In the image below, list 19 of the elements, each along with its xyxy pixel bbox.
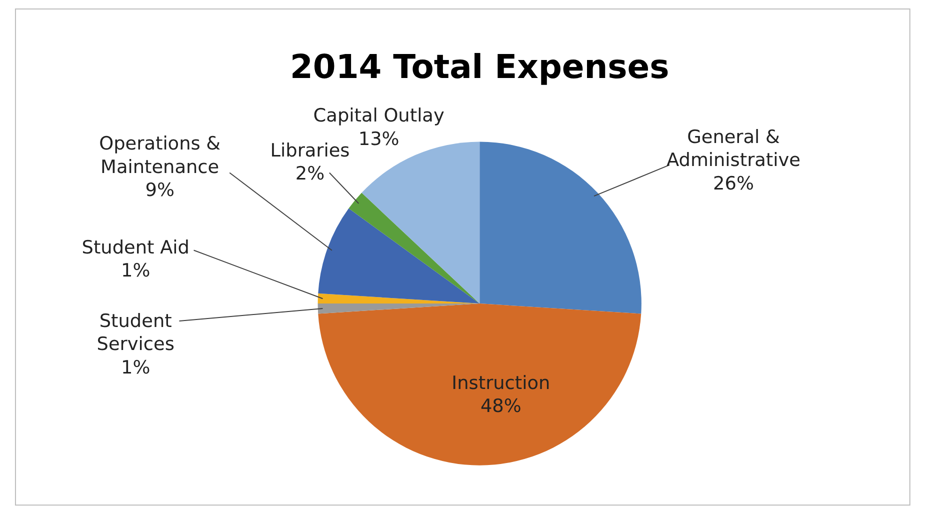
slice-label: Capital Outlay <box>313 106 444 127</box>
pie-slice <box>348 192 480 304</box>
slice-label: Student Aid <box>82 237 190 258</box>
data-label: 9% <box>145 180 174 202</box>
pie-slice <box>480 142 642 314</box>
slice-label: Operations & Maintenance <box>99 134 221 178</box>
slice-label: Libraries <box>270 140 350 162</box>
pie-slice <box>318 304 642 466</box>
slice-label: Instruction <box>452 373 550 394</box>
data-label: 13% <box>358 128 400 150</box>
chart-title: 2014 Total Expenses <box>290 46 670 86</box>
pie-slice <box>318 208 480 304</box>
data-label: 48% <box>480 396 522 418</box>
data-label: 2% <box>295 164 325 185</box>
slice-label: Student Services <box>96 310 174 356</box>
data-label: 1% <box>121 260 150 282</box>
data-label: 26% <box>713 173 754 194</box>
slice-label: General & Administrative <box>666 126 800 172</box>
data-label: 1% <box>121 357 150 378</box>
